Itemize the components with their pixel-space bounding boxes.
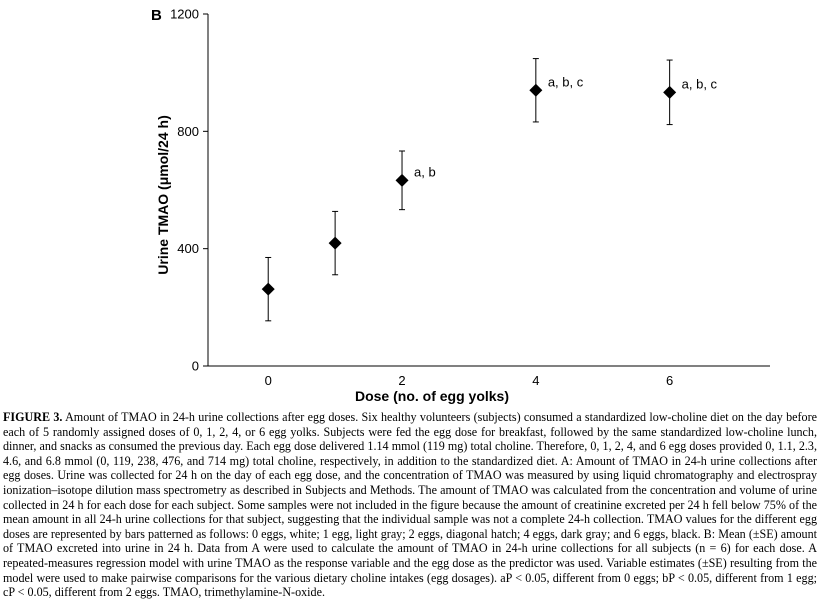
caption-text: Amount of TMAO in 24-h urine collections… (3, 410, 817, 600)
x-axis-title: Dose (no. of egg yolks) (355, 388, 509, 404)
x-tick-label: 4 (532, 373, 539, 388)
data-point-marker (328, 236, 342, 250)
panel-label: B (151, 7, 162, 24)
y-tick-label: 1200 (170, 7, 199, 22)
significance-label: a, b, c (682, 76, 718, 91)
y-axis: 0 400 800 1200 (170, 7, 209, 374)
y-tick-label: 800 (177, 124, 199, 139)
y-tick-label: 0 (192, 359, 199, 374)
data-point-marker (529, 83, 543, 97)
x-tick-label: 2 (398, 373, 405, 388)
data-point-marker (261, 282, 275, 296)
data-point-marker (663, 85, 677, 99)
x-axis: 0 2 4 6 (208, 365, 770, 388)
tmao-chart: B 0 400 800 1200 0 2 4 6 a, b a, b, c a, b, c Do… (151, 7, 770, 404)
x-tick-label: 6 (666, 373, 673, 388)
data-point-marker (395, 173, 409, 187)
figure-caption: FIGURE 3. Amount of TMAO in 24-h urine c… (3, 410, 817, 600)
y-axis-title: Urine TMAO (μmol/24 h) (155, 115, 171, 274)
caption-label: FIGURE 3. (3, 410, 63, 424)
data-points: a, b a, b, c a, b, c (261, 58, 718, 322)
significance-label: a, b (414, 164, 436, 179)
x-tick-label: 0 (265, 373, 272, 388)
y-tick-label: 400 (177, 241, 199, 256)
significance-label: a, b, c (548, 74, 584, 89)
